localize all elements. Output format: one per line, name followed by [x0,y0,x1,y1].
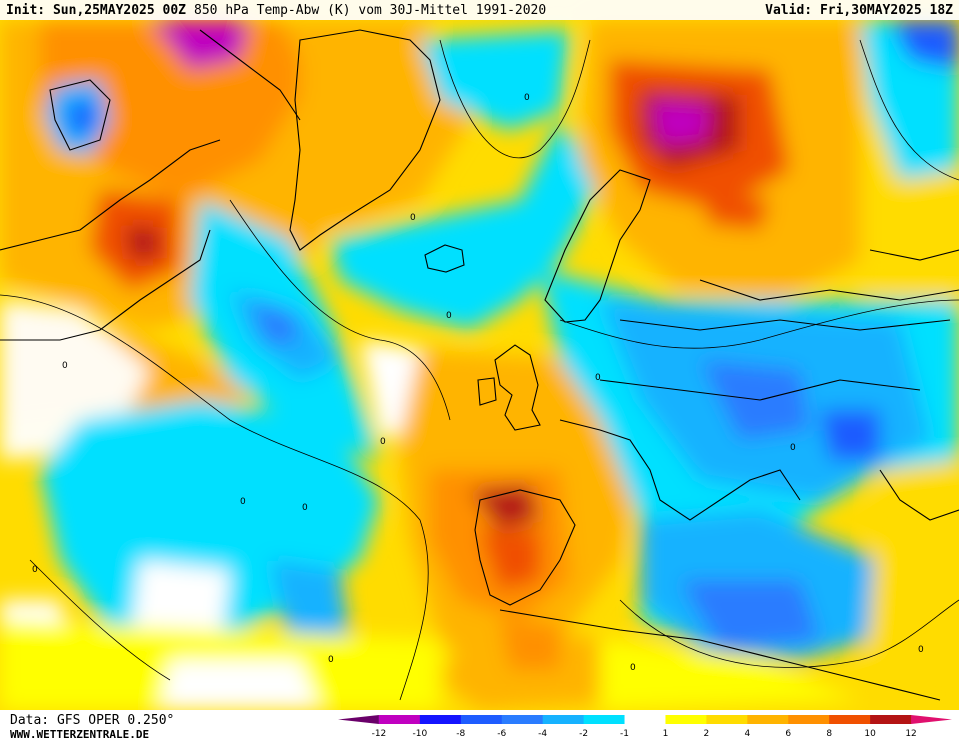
legend-swatch [788,715,830,724]
legend-tick-label: 8 [826,729,832,739]
legend-swatch [460,715,503,724]
legend-tick-label: 4 [744,729,750,739]
legend-tick-label: -2 [579,729,588,739]
map-title: 850 hPa Temp-Abw (K) vom 30J-Mittel 1991… [194,2,547,18]
legend-swatch [542,715,585,724]
contour-label: 0 [524,93,530,103]
legend-tick-label: 2 [704,729,710,739]
legend-swatch [583,715,626,724]
legend-swatch [747,715,789,724]
legend-swatch [911,715,952,724]
legend-tick-label: -12 [372,729,387,739]
legend-swatch [378,715,421,724]
legend-swatch [665,715,707,724]
legend-swatch [829,715,871,724]
coastlines [0,29,959,701]
legend-tick-label: -1 [620,729,629,739]
contour-label: 0 [918,645,924,655]
contour-label: 0 [630,663,636,673]
contour-label: 0 [446,311,452,321]
legend-tick-label: -4 [538,729,547,739]
legend-tick-label: -10 [413,729,428,739]
contour-label: 0 [62,361,68,371]
init-time: Init: Sun,25MAY2025 00Z [6,2,187,18]
legend-swatch [624,715,666,724]
contour-labels: 0 0 0 0 0 0 0 0 0 0 0 0 0 [32,93,924,673]
legend-swatch [419,715,462,724]
contour-label: 0 [328,655,334,665]
legend-tick-label: -8 [456,729,465,739]
map-header: Init: Sun,25MAY2025 00Z 850 hPa Temp-Abw… [0,0,959,20]
contour-label: 0 [410,213,416,223]
legend-swatch [501,715,544,724]
legend-tick-label: 12 [905,729,916,739]
contour-label: 0 [380,437,386,447]
legend-swatch [338,715,379,724]
data-source: Data: GFS OPER 0.250° [10,713,175,728]
legend-swatch [706,715,748,724]
contour-label: 0 [595,373,601,383]
contour-label: 0 [790,443,796,453]
contour-label: 0 [302,503,308,513]
zero-contours [0,39,959,701]
legend-tick-label: 10 [864,729,876,739]
contour-label: 0 [240,497,246,507]
color-legend: -12 -10 -8 -6 -4 -2 -1 1 2 4 6 8 10 12 [338,715,952,739]
contour-label: 0 [32,565,38,575]
legend-tick-label: 1 [663,729,669,739]
legend-tick-label: 6 [785,729,791,739]
website: WWW.WETTERZENTRALE.DE [10,728,150,741]
legend-swatch [870,715,912,724]
valid-time: Valid: Fri,30MAY2025 18Z [765,2,953,18]
legend-tick-label: -6 [497,729,506,739]
